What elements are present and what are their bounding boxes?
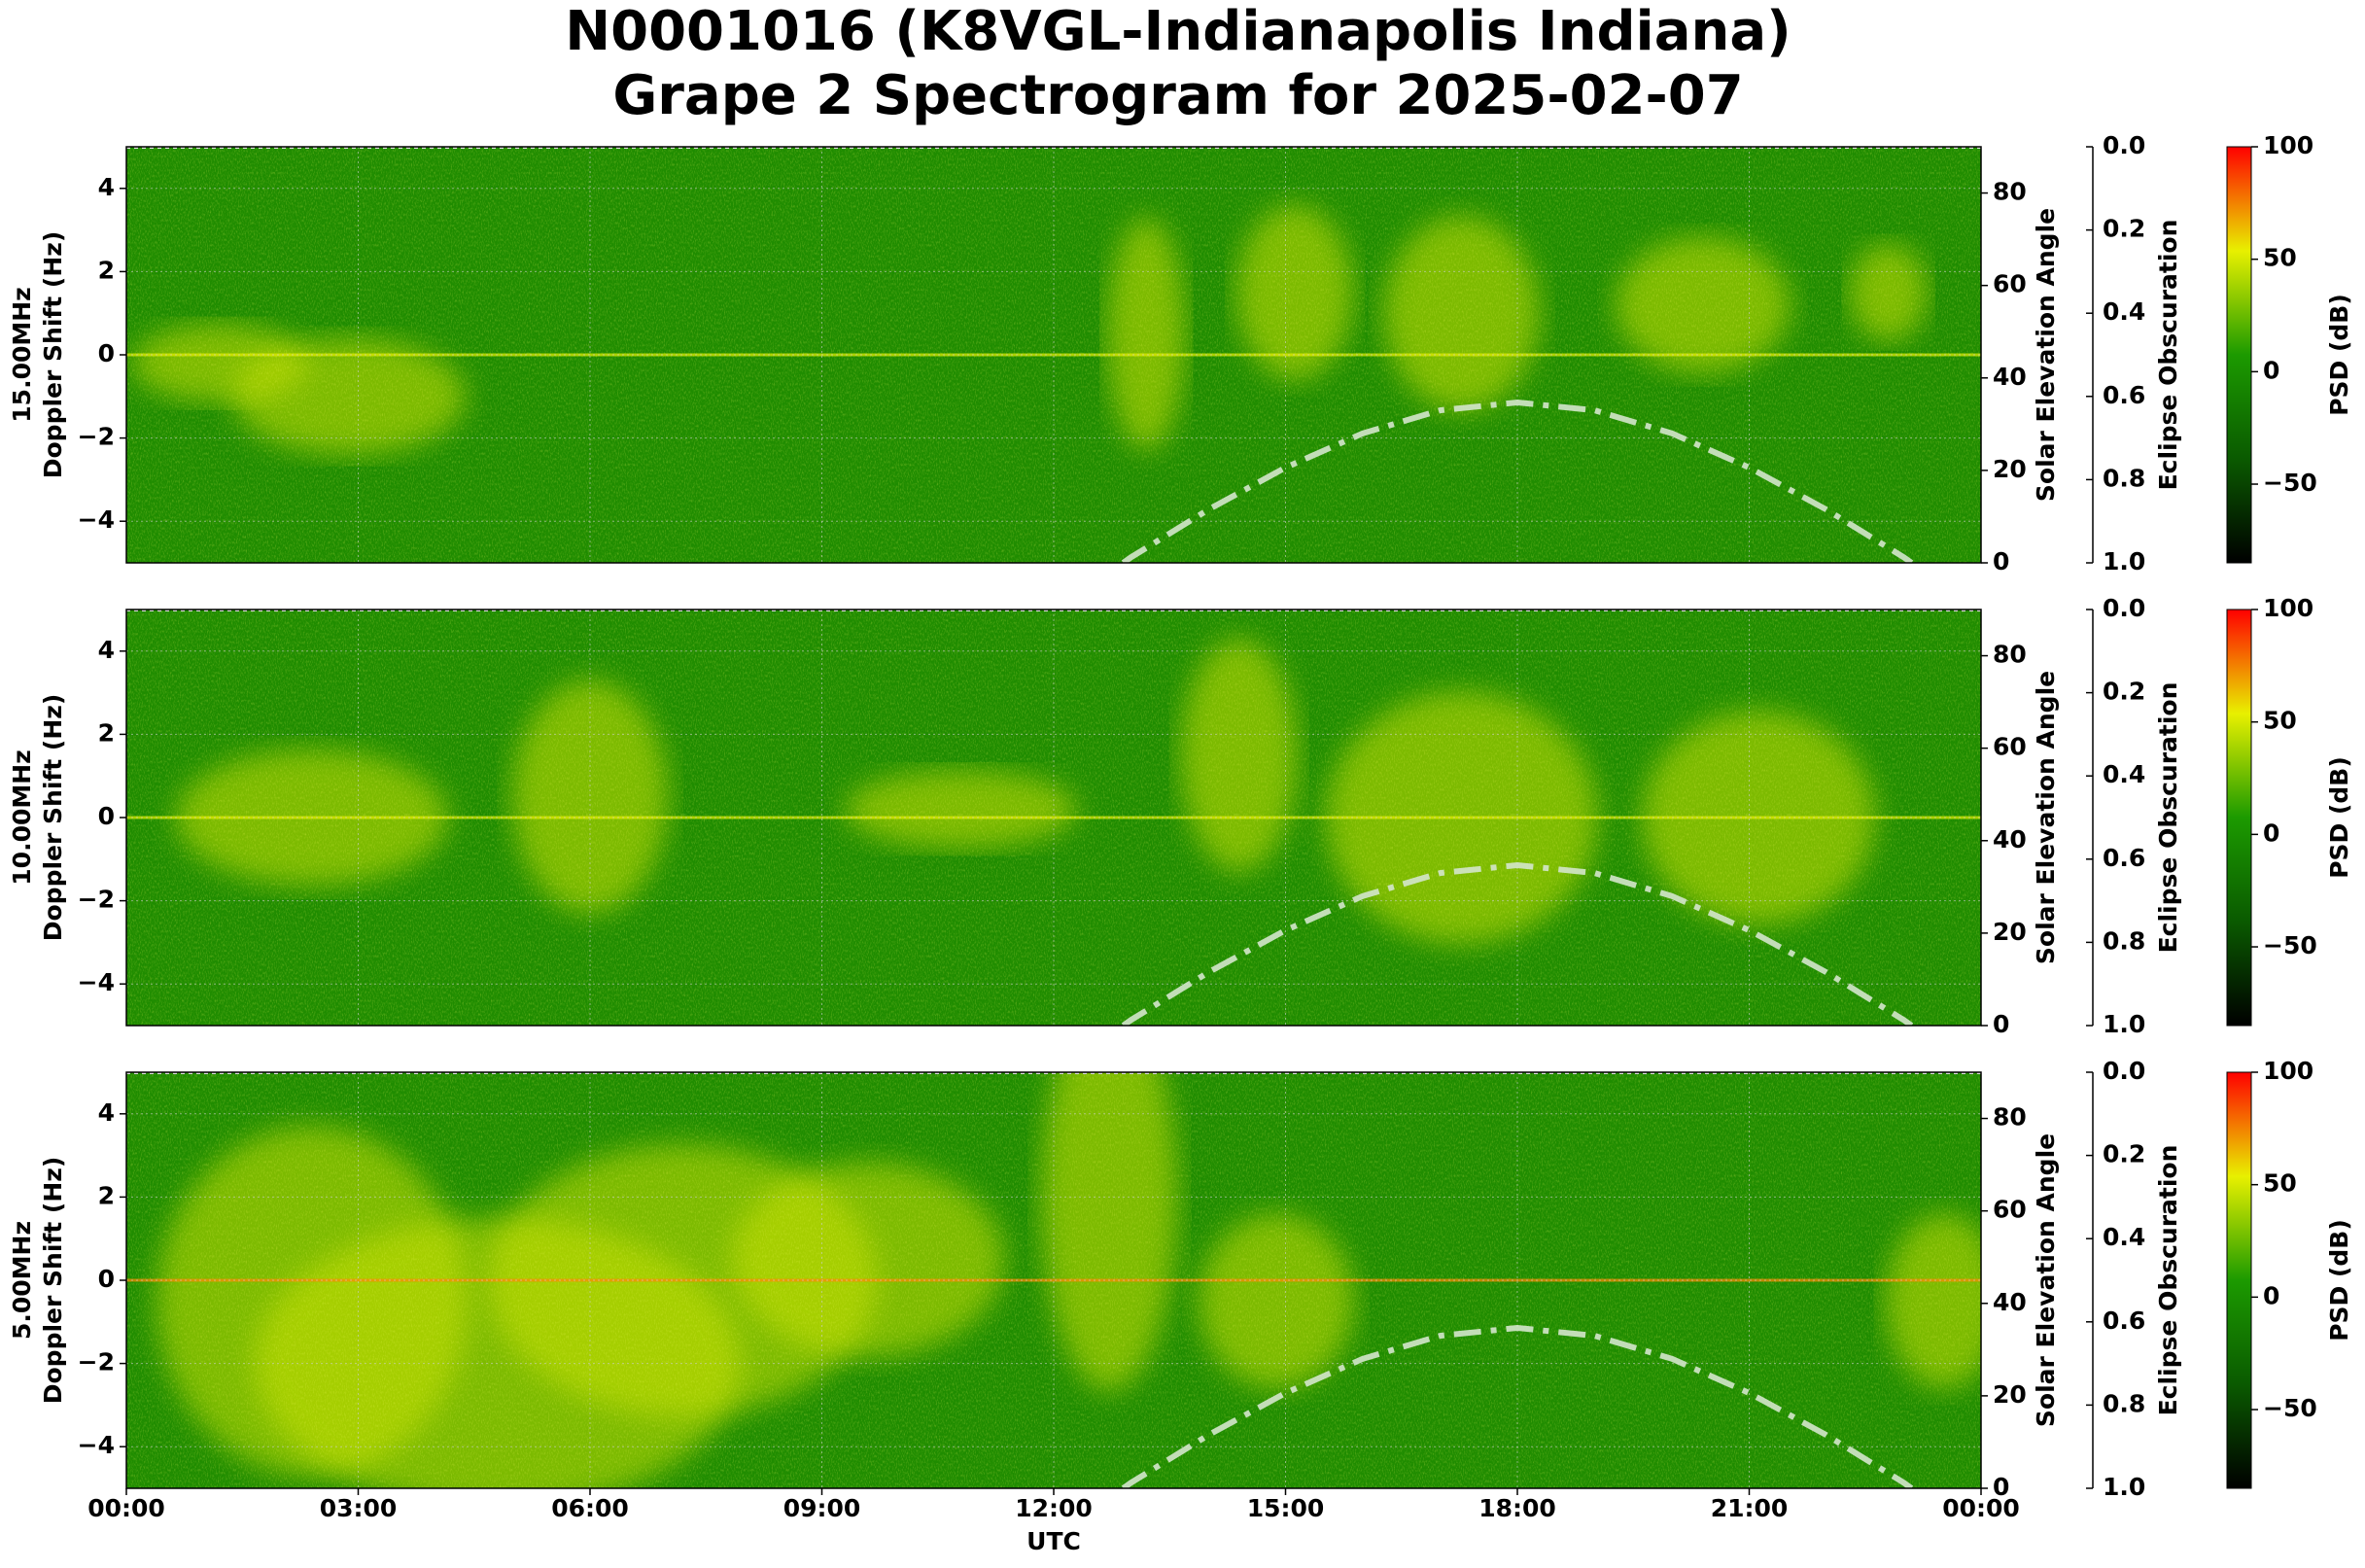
y-axis-label: Doppler Shift (Hz) bbox=[39, 231, 67, 479]
y-tick-label: 0 bbox=[98, 339, 115, 367]
y-axis-frequency: 10.00MHz bbox=[8, 749, 36, 885]
x-tick-label: 18:00 bbox=[1478, 1494, 1556, 1522]
colorbar bbox=[2226, 609, 2252, 1027]
y3-tick-label: 0.4 bbox=[2103, 1223, 2145, 1251]
y-tick-label: −4 bbox=[78, 1431, 115, 1459]
x-tick-label: 15:00 bbox=[1247, 1494, 1325, 1522]
y3-tick-label: 0.8 bbox=[2103, 1389, 2145, 1417]
y3-axis-label: Eclipse Obscuration bbox=[2154, 682, 2182, 954]
x-tick-label: 12:00 bbox=[1015, 1494, 1093, 1522]
x-axis-label: UTC bbox=[1026, 1527, 1081, 1555]
colorbar-tick-label: 50 bbox=[2263, 1169, 2297, 1198]
colorbar-label: PSD (dB) bbox=[2325, 1219, 2353, 1342]
x-tick-label: 21:00 bbox=[1711, 1494, 1789, 1522]
colorbar-tick-label: 0 bbox=[2263, 1281, 2279, 1309]
y2-tick-label: 60 bbox=[1993, 1196, 2027, 1224]
y-tick-label: −4 bbox=[78, 505, 115, 534]
colorbar-tick-label: 50 bbox=[2263, 244, 2297, 272]
colorbar-tick-label: −50 bbox=[2263, 469, 2317, 497]
y-tick-label: 2 bbox=[98, 256, 115, 284]
chart-subtitle: Grape 2 Spectrogram for 2025-02-07 bbox=[612, 64, 1743, 127]
y2-tick-label: 80 bbox=[1993, 641, 2027, 669]
x-tick-label: 00:00 bbox=[1942, 1494, 2020, 1522]
y2-tick-label: 40 bbox=[1993, 1288, 2027, 1316]
colorbar-tick-label: 100 bbox=[2263, 131, 2313, 159]
colorbar-tick-label: 100 bbox=[2263, 594, 2313, 622]
y3-tick-label: 0.8 bbox=[2103, 926, 2145, 955]
y-tick-label: −4 bbox=[78, 968, 115, 996]
y2-axis-label: Solar Elevation Angle bbox=[2032, 671, 2060, 964]
solar-elevation-line bbox=[1121, 1324, 1914, 1488]
y2-axis-label: Solar Elevation Angle bbox=[2032, 1133, 2060, 1427]
colorbar-label: PSD (dB) bbox=[2325, 294, 2353, 416]
y-tick-label: 4 bbox=[98, 1098, 115, 1127]
y3-tick-label: 0.4 bbox=[2103, 297, 2145, 326]
y-tick-label: 4 bbox=[98, 173, 115, 201]
colorbar-tick-label: 0 bbox=[2263, 819, 2279, 847]
y2-tick-label: 0 bbox=[1993, 1473, 2009, 1501]
y-tick-label: 0 bbox=[98, 1265, 115, 1293]
y-tick-label: 0 bbox=[98, 802, 115, 830]
y3-tick-label: 1.0 bbox=[2103, 547, 2145, 575]
y2-tick-label: 20 bbox=[1993, 1380, 2027, 1409]
y2-tick-label: 0 bbox=[1993, 1010, 2009, 1038]
y3-tick-label: 0.2 bbox=[2103, 1140, 2145, 1168]
y3-tick-label: 0.6 bbox=[2103, 1307, 2145, 1335]
colorbar-tick-label: 50 bbox=[2263, 707, 2297, 735]
colorbar-tick-label: −50 bbox=[2263, 931, 2317, 959]
colorbar-tick-label: −50 bbox=[2263, 1394, 2317, 1422]
y3-tick-label: 0.2 bbox=[2103, 678, 2145, 706]
y3-tick-label: 0.4 bbox=[2103, 760, 2145, 788]
y3-tick-label: 0.0 bbox=[2103, 131, 2145, 159]
y3-tick-label: 1.0 bbox=[2103, 1473, 2145, 1501]
y3-tick-label: 0.2 bbox=[2103, 215, 2145, 243]
y2-tick-label: 80 bbox=[1993, 1103, 2027, 1132]
y-axis-label: Doppler Shift (Hz) bbox=[39, 1157, 67, 1405]
y2-tick-label: 60 bbox=[1993, 733, 2027, 761]
spectrogram bbox=[126, 147, 1981, 563]
y-tick-label: 4 bbox=[98, 636, 115, 664]
y3-axis-label: Eclipse Obscuration bbox=[2154, 1145, 2182, 1416]
y3-tick-label: 0.0 bbox=[2103, 594, 2145, 622]
y-tick-label: −2 bbox=[78, 886, 115, 914]
y-tick-label: −2 bbox=[78, 423, 115, 451]
colorbar-label: PSD (dB) bbox=[2325, 756, 2353, 879]
y2-tick-label: 40 bbox=[1993, 363, 2027, 391]
y-axis-label: Doppler Shift (Hz) bbox=[39, 694, 67, 942]
y-axis-frequency: 15.00MHz bbox=[8, 287, 36, 422]
y-tick-label: −2 bbox=[78, 1348, 115, 1376]
y-axis-frequency: 5.00MHz bbox=[8, 1221, 36, 1340]
y2-tick-label: 20 bbox=[1993, 918, 2027, 946]
colorbar bbox=[2226, 146, 2252, 564]
solar-elevation-line bbox=[1121, 861, 1914, 1026]
y2-tick-label: 60 bbox=[1993, 270, 2027, 298]
x-tick-label: 06:00 bbox=[551, 1494, 629, 1522]
y3-tick-label: 0.6 bbox=[2103, 381, 2145, 409]
spectrogram bbox=[126, 610, 1981, 1026]
colorbar-tick-label: 0 bbox=[2263, 356, 2279, 384]
y3-tick-label: 0.0 bbox=[2103, 1057, 2145, 1085]
y3-tick-label: 0.6 bbox=[2103, 844, 2145, 872]
x-tick-label: 03:00 bbox=[320, 1494, 398, 1522]
chart-title: N0001016 (K8VGL-Indianapolis Indiana) bbox=[565, 0, 1791, 63]
y-tick-label: 2 bbox=[98, 718, 115, 747]
colorbar bbox=[2226, 1071, 2252, 1489]
y2-tick-label: 20 bbox=[1993, 455, 2027, 483]
x-tick-label: 00:00 bbox=[87, 1494, 165, 1522]
spectrogram bbox=[126, 1072, 1981, 1488]
y2-axis-label: Solar Elevation Angle bbox=[2032, 208, 2060, 502]
colorbar-tick-label: 100 bbox=[2263, 1057, 2313, 1085]
y3-axis-label: Eclipse Obscuration bbox=[2154, 220, 2182, 491]
y-tick-label: 2 bbox=[98, 1181, 115, 1209]
y3-tick-label: 0.8 bbox=[2103, 464, 2145, 492]
x-tick-label: 09:00 bbox=[783, 1494, 861, 1522]
y2-tick-label: 0 bbox=[1993, 547, 2009, 575]
y2-tick-label: 40 bbox=[1993, 825, 2027, 854]
y3-tick-label: 1.0 bbox=[2103, 1010, 2145, 1038]
y2-tick-label: 80 bbox=[1993, 178, 2027, 206]
solar-elevation-line bbox=[1121, 399, 1914, 563]
